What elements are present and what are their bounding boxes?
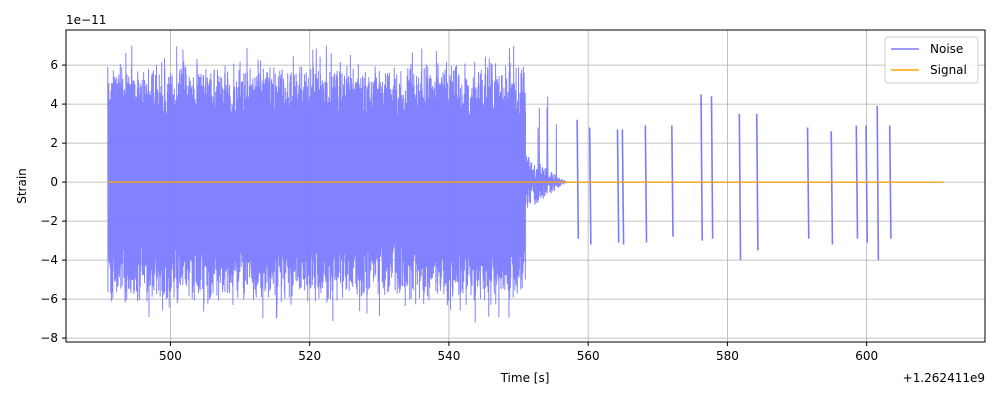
- axes-layer: 500 520 540 560 580 600 −8 −6 −4 −2 0 2 4 6: [40, 29, 986, 363]
- noise-glitch: [576, 119, 580, 239]
- x-tick-label: 500: [159, 349, 182, 363]
- legend-noise-label: Noise: [930, 42, 963, 56]
- y-tick-label: −2: [40, 214, 58, 228]
- y-tick-label: 2: [50, 136, 58, 150]
- noise-glitch: [588, 127, 592, 245]
- legend-signal-label: Signal: [930, 63, 967, 77]
- y-tick-label: −6: [40, 292, 58, 306]
- noise-glitch: [738, 113, 742, 261]
- x-tick-label: 520: [298, 349, 321, 363]
- noise-dense-segment: [107, 45, 526, 323]
- legend: Noise Signal: [884, 36, 979, 84]
- noise-glitch: [700, 94, 704, 241]
- y-scale-label: 1e−11: [66, 13, 106, 27]
- y-axis-label: Strain: [15, 168, 29, 204]
- plot-frame: [65, 29, 986, 343]
- y-tick-label: 0: [50, 175, 58, 189]
- noise-taper-segment: [525, 96, 568, 208]
- noise-glitch: [621, 129, 625, 245]
- noise-glitch: [865, 125, 869, 243]
- x-tick-label: 540: [437, 349, 460, 363]
- x-axis-label: Time [s]: [500, 371, 550, 385]
- y-tick-label: 4: [50, 97, 58, 111]
- noise-glitch: [806, 127, 810, 239]
- noise-glitch: [876, 106, 880, 261]
- noise-glitch: [710, 96, 714, 239]
- noise-glitch: [671, 125, 674, 237]
- x-offset-label: +1.262411e9: [903, 371, 985, 385]
- noise-glitch: [830, 131, 834, 245]
- x-tick-label: 560: [577, 349, 600, 363]
- y-tick-label: −8: [40, 331, 58, 345]
- noise-glitch: [616, 129, 620, 243]
- y-tick-label: 6: [50, 58, 58, 72]
- data-layer: [107, 45, 944, 323]
- x-tick-label: 580: [716, 349, 739, 363]
- y-tick-label: −4: [40, 253, 58, 267]
- noise-glitch: [644, 125, 648, 243]
- x-tick-label: 600: [855, 349, 878, 363]
